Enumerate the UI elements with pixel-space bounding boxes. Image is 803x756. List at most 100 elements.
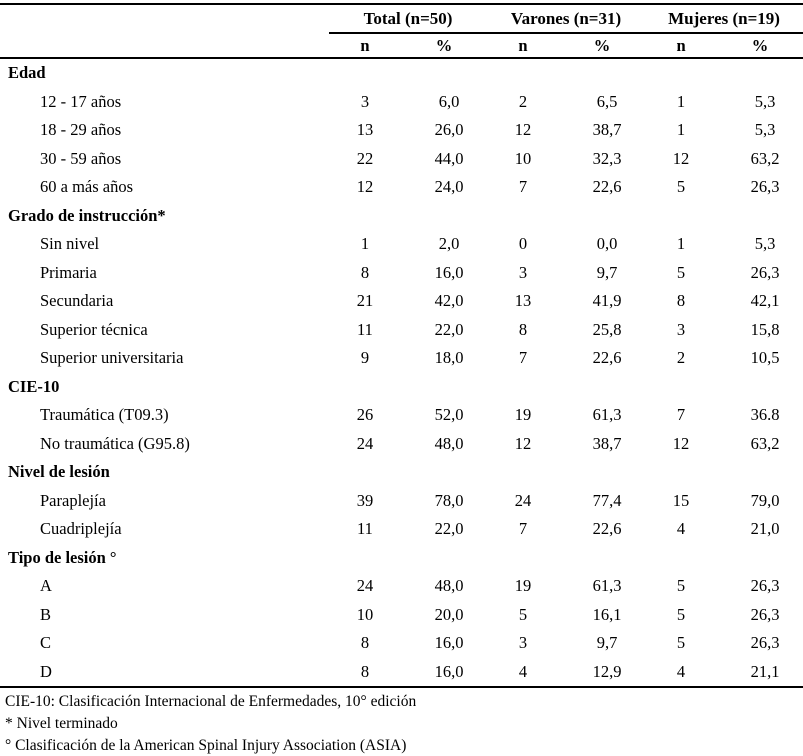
cell-mujeres-pct: 15,8: [750, 319, 780, 339]
cell-mujeres-pct: 26,3: [750, 576, 780, 596]
row-label: Cuadriplejía: [40, 519, 122, 539]
cell-varones-n: 3: [518, 633, 528, 653]
cell-total-pct: 22,0: [434, 519, 464, 539]
cell-total-pct: 6,0: [438, 91, 460, 111]
cell-mujeres-n: 5: [676, 633, 686, 653]
row-label: A: [40, 576, 52, 596]
label-column-spacer: [0, 33, 329, 59]
row-label: Primaria: [40, 262, 97, 282]
cell-mujeres-n: 5: [676, 576, 686, 596]
cell-total-pct: 22,0: [434, 319, 464, 339]
table-footnotes: CIE-10: Clasificación Internacional de E…: [0, 688, 803, 756]
cell-varones-n: 13: [514, 291, 532, 311]
table-row: No traumática (G95.8) 24 48,0 12 38,7 12…: [0, 430, 803, 459]
cell-mujeres-n: 3: [676, 319, 686, 339]
cell-mujeres-n: 2: [676, 348, 686, 368]
cell-total-pct: 16,0: [434, 633, 464, 653]
cell-mujeres-pct: 26,3: [750, 604, 780, 624]
footnote-nivel-terminado: * Nivel terminado: [5, 715, 118, 732]
cell-total-n: 1: [360, 234, 370, 254]
cell-total-pct: 2,0: [438, 234, 460, 254]
cell-mujeres-pct: 21,1: [750, 661, 780, 681]
cell-total-pct: 26,0: [434, 120, 464, 140]
row-label: D: [40, 661, 52, 681]
cell-total-pct: 16,0: [434, 661, 464, 681]
cell-total-pct: 18,0: [434, 348, 464, 368]
cell-mujeres-n: 5: [676, 604, 686, 624]
cell-varones-pct: 61,3: [592, 405, 622, 425]
cell-varones-n: 24: [514, 490, 532, 510]
row-label: Superior universitaria: [40, 348, 184, 368]
cell-total-pct: 48,0: [434, 576, 464, 596]
table-row: B 10 20,0 5 16,1 5 26,3: [0, 601, 803, 630]
cell-total-n: 24: [356, 433, 374, 453]
cell-mujeres-pct: 10,5: [750, 348, 780, 368]
table-row: Cuadriplejía 11 22,0 7 22,6 4 21,0: [0, 515, 803, 544]
table-row: D 8 16,0 4 12,9 4 21,1: [0, 658, 803, 688]
section-title-cie10: CIE-10: [8, 376, 60, 396]
cell-total-n: 11: [357, 519, 373, 539]
cell-mujeres-n: 12: [672, 433, 690, 453]
row-label: Traumática (T09.3): [40, 405, 169, 425]
cell-varones-pct: 22,6: [592, 177, 622, 197]
table-row: Superior técnica 11 22,0 8 25,8 3 15,8: [0, 316, 803, 345]
table-row: Sin nivel 1 2,0 0 0,0 1 5,3: [0, 230, 803, 259]
row-label: C: [40, 633, 52, 653]
cell-total-n: 11: [357, 319, 373, 339]
section-header-row: Grado de instrucción*: [0, 202, 803, 231]
cell-total-pct: 20,0: [434, 604, 464, 624]
cell-varones-pct: 9,7: [596, 262, 618, 282]
cell-mujeres-n: 1: [676, 91, 686, 111]
cell-total-pct: 44,0: [434, 148, 464, 168]
cell-varones-n: 19: [514, 576, 532, 596]
cell-varones-pct: 6,5: [596, 91, 618, 111]
section-header-row: Edad: [0, 58, 803, 88]
cell-mujeres-n: 15: [672, 490, 690, 510]
table-row: Traumática (T09.3) 26 52,0 19 61,3 7 36.…: [0, 401, 803, 430]
cell-mujeres-pct: 63,2: [750, 433, 780, 453]
cell-total-pct: 52,0: [434, 405, 464, 425]
cell-varones-pct: 77,4: [592, 490, 622, 510]
cell-varones-pct: 25,8: [592, 319, 622, 339]
row-label: 30 - 59 años: [40, 148, 122, 168]
cell-varones-n: 10: [514, 148, 532, 168]
cell-mujeres-pct: 5,3: [754, 120, 776, 140]
cell-total-n: 39: [356, 490, 374, 510]
cell-mujeres-pct: 79,0: [750, 490, 780, 510]
cell-mujeres-n: 1: [676, 234, 686, 254]
cell-varones-n: 7: [518, 348, 528, 368]
cell-varones-pct: 61,3: [592, 576, 622, 596]
cell-varones-n: 7: [518, 519, 528, 539]
sub-header-row: n % n % n %: [0, 33, 803, 59]
cell-varones-pct: 32,3: [592, 148, 622, 168]
cell-varones-n: 2: [518, 91, 528, 111]
cell-varones-pct: 22,6: [592, 348, 622, 368]
cell-total-pct: 42,0: [434, 291, 464, 311]
cell-varones-pct: 22,6: [592, 519, 622, 539]
cell-total-n: 26: [356, 405, 374, 425]
cell-varones-n: 0: [518, 234, 528, 254]
table-row: 30 - 59 años 22 44,0 10 32,3 12 63,2: [0, 145, 803, 174]
section-header-row: Nivel de lesión: [0, 458, 803, 487]
cell-total-n: 10: [356, 604, 374, 624]
header-mujeres-n: n: [645, 33, 718, 59]
cell-mujeres-pct: 21,0: [750, 519, 780, 539]
section-title-tipo-lesion: Tipo de lesión °: [8, 547, 117, 567]
column-group-mujeres: Mujeres (n=19): [645, 4, 803, 34]
cell-total-n: 3: [360, 91, 370, 111]
row-label: 18 - 29 años: [40, 120, 122, 140]
cell-varones-n: 8: [518, 319, 528, 339]
column-group-varones: Varones (n=31): [487, 4, 646, 34]
cell-mujeres-n: 4: [676, 661, 686, 681]
table-row: C 8 16,0 3 9,7 5 26,3: [0, 629, 803, 658]
row-label: B: [40, 604, 52, 624]
cell-total-n: 8: [360, 661, 370, 681]
table-row: 18 - 29 años 13 26,0 12 38,7 1 5,3: [0, 116, 803, 145]
cell-total-n: 8: [360, 633, 370, 653]
column-group-header-row: Total (n=50) Varones (n=31) Mujeres (n=1…: [0, 4, 803, 34]
cell-total-n: 12: [356, 177, 374, 197]
table-row: Primaria 8 16,0 3 9,7 5 26,3: [0, 259, 803, 288]
footnote-asia: ° Clasificación de la American Spinal In…: [5, 737, 407, 754]
cell-varones-pct: 41,9: [592, 291, 622, 311]
row-label: Sin nivel: [40, 234, 100, 254]
